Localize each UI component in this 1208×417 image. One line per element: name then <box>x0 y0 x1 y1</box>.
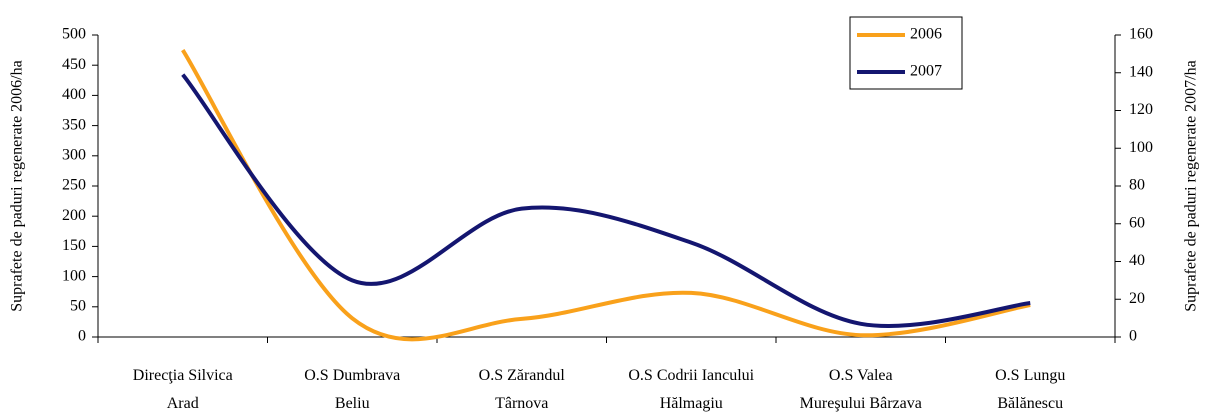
x-tick-label: O.S Zărandul Târnova <box>479 367 566 412</box>
legend-box <box>849 16 963 90</box>
legend-label: 2006 <box>910 26 942 43</box>
y-axis-title: Suprafete de paduri regenerate 2006/ha <box>9 60 26 311</box>
y2-tick-label: 140 <box>1129 63 1153 80</box>
y-tick-label: 400 <box>62 86 86 103</box>
y-tick-label: 50 <box>70 297 86 314</box>
y-tick-label: 0 <box>78 328 86 345</box>
y-tick-label: 300 <box>62 146 86 163</box>
x-tick-label: Direcţia Silvica Arad <box>133 367 233 412</box>
y2-tick-label: 40 <box>1129 252 1145 269</box>
y-tick-label: 450 <box>62 56 86 73</box>
y-tick-label: 350 <box>62 116 86 133</box>
x-tick-label: O.S Valea Mureşului Bârzava <box>800 367 922 412</box>
y2-tick-label: 120 <box>1129 101 1153 118</box>
y2-tick-label: 20 <box>1129 290 1145 307</box>
y2-tick-label: 60 <box>1129 214 1145 231</box>
y2-tick-label: 100 <box>1129 139 1153 156</box>
y-tick-label: 100 <box>62 267 86 284</box>
y-tick-label: 500 <box>62 26 86 43</box>
y2-tick-label: 80 <box>1129 177 1145 194</box>
x-tick-label: O.S Dumbrava Beliu <box>304 367 400 412</box>
y-tick-label: 200 <box>62 207 86 224</box>
y2-axis-title: Suprafete de paduri regenerate 2007/ha <box>1183 60 1200 311</box>
x-tick-label: O.S Codrii Iancului Hălmagiu <box>628 367 754 412</box>
y2-tick-label: 160 <box>1129 26 1153 43</box>
x-tick-label: O.S Lungu Bălănescu <box>995 367 1065 412</box>
series-line <box>181 73 1031 328</box>
legend-label: 2007 <box>910 63 942 80</box>
y-tick-label: 250 <box>62 177 86 194</box>
y-tick-label: 150 <box>62 237 86 254</box>
y2-tick-label: 0 <box>1129 328 1137 345</box>
series-line <box>181 49 1031 342</box>
